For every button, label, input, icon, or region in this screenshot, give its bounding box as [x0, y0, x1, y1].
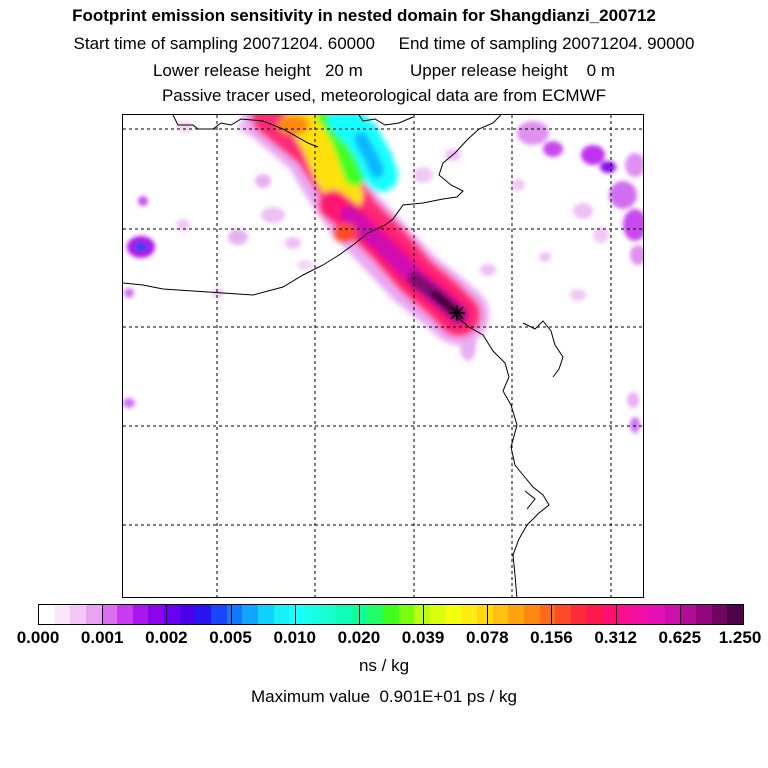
colorbar-segment [476, 605, 493, 624]
colorbar-segment [70, 605, 86, 624]
colorbar-tick-label: 0.312 [594, 628, 637, 647]
colorbar-segment [367, 605, 384, 624]
colorbar-segment [257, 605, 274, 624]
colorbar-unit: ns / kg [358, 656, 410, 675]
tracer-info-line: Passive tracer used, meteorological data… [161, 86, 607, 105]
colorbar-segment [195, 605, 212, 624]
colorbar-tick-label: 0.001 [80, 628, 124, 647]
colorbar-segment [633, 605, 649, 624]
colorbar-segment [164, 605, 180, 624]
colorbar-segment [523, 605, 540, 624]
low-sensitivity-patches [123, 119, 643, 433]
colorbar-segment [727, 605, 743, 624]
colorbar-segment [336, 605, 352, 624]
colorbar-segment [539, 605, 556, 624]
colorbar-segment [54, 605, 71, 624]
colorbar-segment [602, 605, 618, 624]
colorbar-segment [695, 605, 712, 624]
colorbar-tick-label: 0.156 [530, 628, 573, 647]
map-canvas [123, 115, 643, 597]
colorbar-segment [680, 605, 696, 624]
colorbar-segment [101, 605, 118, 624]
colorbar-labels: 0.000 0.001 0.002 0.005 0.010 0.020 0.039 0.078… [0, 628, 768, 650]
colorbar-segment [492, 605, 509, 624]
colorbar-segment [39, 605, 55, 624]
colorbar-tick-label: 0.000 [16, 628, 60, 647]
colorbar-tick-label: 0.005 [209, 628, 252, 647]
colorbar-segment [226, 605, 243, 624]
colorbar-segment [117, 605, 133, 624]
colorbar-tick-label: 0.625 [658, 628, 702, 647]
colorbar-segment [289, 605, 305, 624]
colorbar-segment [351, 605, 368, 624]
colorbar-segment [508, 605, 524, 624]
colorbar-segment [586, 605, 603, 624]
colorbar-tick-label: 0.002 [145, 628, 188, 647]
colorbar-tick-label: 0.020 [337, 628, 381, 647]
footprint-plume [243, 115, 489, 345]
graticule [123, 115, 643, 597]
colorbar-segment [414, 605, 431, 624]
colorbar-segment [430, 605, 446, 624]
sampling-time-line: Start time of sampling 20071204. 60000 E… [73, 34, 695, 53]
colorbar-segment [148, 605, 165, 624]
colorbar-segment [398, 605, 415, 624]
colorbar-segment [273, 605, 290, 624]
receptor-marker [449, 305, 465, 321]
colorbar-tick-label: 0.039 [401, 628, 445, 647]
colorbar-segment [304, 605, 321, 624]
colorbar-segment [664, 605, 681, 624]
colorbar-segment [211, 605, 227, 624]
colorbar-segment [179, 605, 196, 624]
colorbar-segment [461, 605, 477, 624]
colorbar [38, 604, 744, 625]
colorbar-segment [320, 605, 337, 624]
colorbar-segment [570, 605, 587, 624]
colorbar-segment [648, 605, 665, 624]
footprint-map [122, 114, 644, 598]
colorbar-segment [617, 605, 634, 624]
colorbar-segment [85, 605, 102, 624]
coastlines [123, 115, 564, 597]
colorbar-tick-label: 0.010 [273, 628, 316, 647]
colorbar-tick-label: 0.078 [465, 628, 509, 647]
colorbar-segment [132, 605, 149, 624]
colorbar-segment [445, 605, 462, 624]
colorbar-tick-label: 1.250 [718, 628, 762, 647]
colorbar-segment [383, 605, 399, 624]
release-height-line: Lower release height 20 m Upper release … [152, 61, 616, 80]
colorbar-segment [555, 605, 571, 624]
colorbar-segment [711, 605, 728, 624]
map-title: Footprint emission sensitivity in nested… [72, 6, 656, 25]
colorbar-segment [242, 605, 258, 624]
maximum-value: Maximum value 0.901E+01 ps / kg [251, 687, 517, 706]
